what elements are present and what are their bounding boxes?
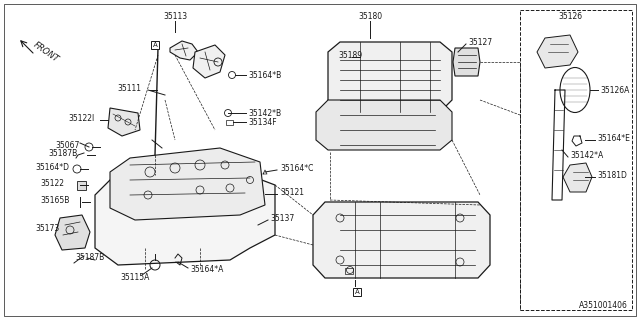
Text: 35121: 35121 bbox=[280, 188, 304, 196]
Text: 35180: 35180 bbox=[358, 12, 382, 20]
Polygon shape bbox=[77, 181, 86, 190]
Text: 35181D: 35181D bbox=[597, 171, 627, 180]
Text: 35126A: 35126A bbox=[600, 85, 629, 94]
Text: 35164*A: 35164*A bbox=[190, 266, 223, 275]
Polygon shape bbox=[108, 108, 140, 136]
Text: 35127: 35127 bbox=[468, 37, 492, 46]
Text: 35115A: 35115A bbox=[120, 274, 149, 283]
Text: 35164*D: 35164*D bbox=[35, 163, 69, 172]
Bar bbox=[345, 268, 353, 274]
Text: 35189: 35189 bbox=[338, 51, 362, 60]
Polygon shape bbox=[193, 45, 225, 78]
Text: 35164*E: 35164*E bbox=[597, 133, 630, 142]
Text: 35126: 35126 bbox=[558, 12, 582, 20]
Polygon shape bbox=[453, 48, 480, 76]
Text: 35142*A: 35142*A bbox=[570, 150, 604, 159]
Text: 35164*B: 35164*B bbox=[248, 70, 281, 79]
Text: 35113: 35113 bbox=[163, 12, 187, 20]
Text: 35122I: 35122I bbox=[68, 114, 94, 123]
Text: A: A bbox=[355, 289, 360, 295]
Text: 35134F: 35134F bbox=[248, 117, 276, 126]
Polygon shape bbox=[110, 148, 265, 220]
Text: FRONT: FRONT bbox=[32, 40, 61, 64]
Text: 35111: 35111 bbox=[117, 84, 141, 92]
Text: 35122: 35122 bbox=[40, 179, 64, 188]
Text: 35137: 35137 bbox=[270, 213, 294, 222]
Polygon shape bbox=[313, 202, 490, 278]
Polygon shape bbox=[563, 163, 592, 192]
Polygon shape bbox=[170, 41, 198, 60]
Text: 35067: 35067 bbox=[55, 140, 79, 149]
Text: 35173: 35173 bbox=[35, 223, 60, 233]
Text: 35165B: 35165B bbox=[40, 196, 69, 204]
Text: 35187B: 35187B bbox=[48, 148, 77, 157]
Text: 35164*C: 35164*C bbox=[280, 164, 314, 172]
Polygon shape bbox=[537, 35, 578, 68]
Text: 35187B: 35187B bbox=[75, 253, 104, 262]
Polygon shape bbox=[316, 100, 452, 150]
Polygon shape bbox=[55, 215, 90, 250]
Bar bbox=[226, 120, 233, 125]
Polygon shape bbox=[328, 42, 452, 112]
Polygon shape bbox=[95, 168, 275, 265]
Text: A351001406: A351001406 bbox=[579, 301, 628, 310]
Text: A: A bbox=[152, 42, 157, 48]
Text: 35142*B: 35142*B bbox=[248, 108, 281, 117]
